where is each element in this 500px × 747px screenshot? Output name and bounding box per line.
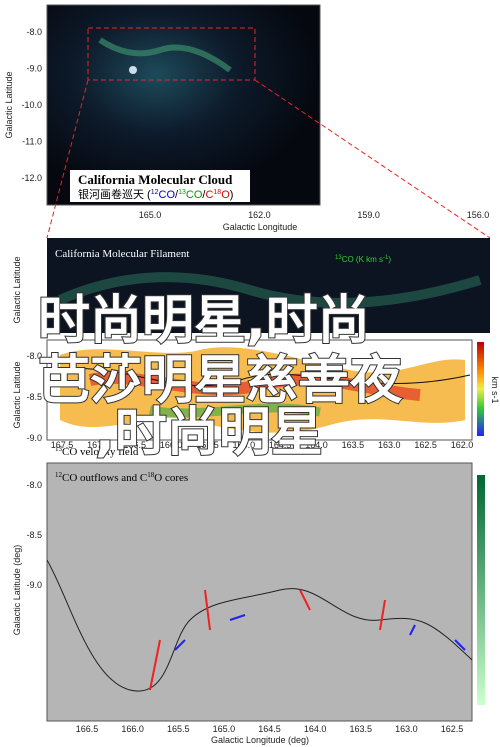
- caption-part: C: [205, 189, 213, 201]
- x-tick-label: 165.5: [196, 440, 219, 450]
- caption-part: /: [202, 189, 206, 201]
- caption-part: 13: [178, 189, 186, 196]
- x-tick-label: 163.0: [378, 440, 401, 450]
- y-tick-label: -8.5: [26, 530, 42, 540]
- caption-part: 12: [151, 189, 159, 196]
- caption-part: O: [221, 189, 230, 201]
- y-tick-label: -10.0: [21, 100, 42, 110]
- contour: [46, 559, 473, 692]
- x-tick-label: 165.0: [213, 724, 236, 734]
- zoom-line: [254, 79, 491, 239]
- x-label: Galactic Longitude (deg): [211, 735, 309, 745]
- zoom-box: [87, 27, 256, 81]
- y-label: Galactic Latitude: [12, 256, 22, 323]
- caption-part: 13: [55, 445, 63, 453]
- x-tick-label: 163.5: [342, 440, 365, 450]
- x-tick-label: 167.5: [51, 440, 74, 450]
- y-tick-label: -12.0: [21, 173, 42, 183]
- outflow: [174, 614, 466, 651]
- caption-part: 18: [213, 189, 221, 196]
- cloud: [129, 66, 137, 74]
- x-tick-label: 164.5: [258, 724, 281, 734]
- x-tick-label: 165.0: [139, 210, 162, 220]
- x-tick-label: 166.0: [121, 724, 144, 734]
- x-tick-label: 162.5: [441, 724, 464, 734]
- panel-title: California Molecular Cloud: [78, 172, 233, 187]
- x-tick-label: 166.5: [123, 440, 146, 450]
- caption-part: 12: [55, 471, 63, 479]
- x-tick-label: 164.0: [305, 440, 328, 450]
- zoom-line: [46, 79, 89, 239]
- x-tick-label: 162.5: [414, 440, 437, 450]
- caption-part: 18: [147, 471, 155, 479]
- y-tick-label: -9.0: [26, 433, 42, 443]
- overlay-text: 时尚明星,时尚: [38, 291, 370, 351]
- panel-caption: 12CO outflows and C18O cores: [55, 471, 188, 484]
- x-tick-label: 159.0: [357, 210, 380, 220]
- caption-part: CO velocity field: [62, 446, 139, 458]
- x-tick-label: 163.5: [349, 724, 372, 734]
- x-tick-label: 162.0: [451, 440, 474, 450]
- caption-part: /: [175, 189, 179, 201]
- panel-caption: 银河画卷巡天 (12CO/13CO/C18O): [78, 187, 233, 201]
- y-tick-label: -8.5: [26, 392, 42, 402]
- filament: [57, 272, 482, 308]
- x-tick-label: 165.5: [167, 724, 190, 734]
- velocity-region: [149, 403, 321, 418]
- caption-part: 银河画卷巡天 (: [78, 187, 151, 201]
- x-tick-label: 164.5: [269, 440, 292, 450]
- x-tick-label: 163.0: [395, 724, 418, 734]
- caption-part: O cores: [154, 472, 188, 484]
- contour: [54, 367, 471, 387]
- caption-part: ): [230, 189, 234, 201]
- y-tick-label: -8.0: [26, 351, 42, 361]
- legend: 13CO (K km s-1): [335, 255, 391, 264]
- y-label: Galactic Latitude: [12, 361, 22, 428]
- caption-part: CO: [159, 189, 176, 201]
- outflow: [149, 589, 386, 691]
- outflow-map: [46, 462, 473, 722]
- overlay-text: 芭莎明星慈善夜: [38, 351, 403, 411]
- x-tick-label: 164.0: [304, 724, 327, 734]
- y-label: Galactic Latitude: [4, 71, 14, 138]
- x-tick-label: 166.0: [160, 440, 183, 450]
- colorbar-unit: km s-1: [490, 377, 500, 404]
- legend-part: -1: [383, 255, 389, 261]
- y-tick-label: -11.0: [22, 137, 42, 147]
- legend-part: CO (K km s: [342, 255, 383, 264]
- x-tick-label: 166.5: [76, 724, 99, 734]
- y-tick-label: -8.0: [26, 27, 42, 37]
- y-label: Galactic Latitude (deg): [12, 545, 22, 636]
- y-tick-label: -8.0: [26, 480, 42, 490]
- frame: [46, 4, 321, 206]
- caption-part: CO outflows and C: [62, 472, 147, 484]
- y-tick-label: -9.0: [26, 580, 42, 590]
- velocity-region: [88, 371, 421, 401]
- overlay-text: ,时尚明星: [95, 403, 323, 463]
- cloud: [98, 37, 232, 73]
- label-box: [70, 170, 250, 202]
- y-tick-label: -9.0: [26, 64, 42, 74]
- legend-part: ): [388, 255, 391, 264]
- x-tick-label: 165.0: [233, 440, 256, 450]
- legend-part: 13: [335, 255, 342, 261]
- x-label: Galactic Longitude: [223, 222, 298, 232]
- colorbar: [477, 475, 485, 705]
- x-tick-label: 156.0: [467, 210, 490, 220]
- x-tick-label: 167.0: [87, 440, 110, 450]
- panel-title: California Molecular Filament: [55, 248, 189, 260]
- x-tick-label: 162.0: [248, 210, 271, 220]
- colorbar: [477, 342, 484, 436]
- panel-caption: 13CO velocity field: [55, 445, 139, 458]
- caption-part: CO: [186, 189, 203, 201]
